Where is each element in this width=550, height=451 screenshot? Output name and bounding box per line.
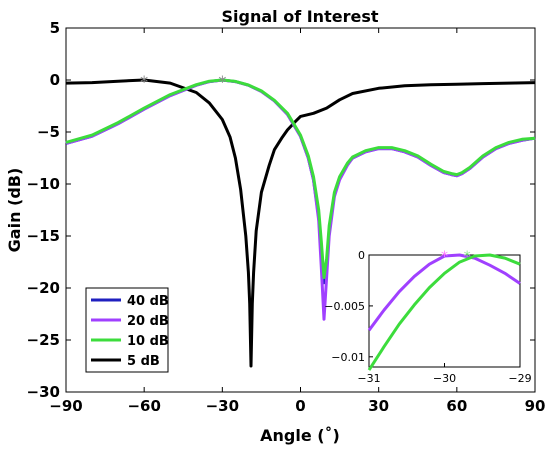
legend-box — [85, 287, 169, 373]
x-tick-label: 60 — [446, 397, 467, 415]
x-tick-label: −90 — [49, 397, 82, 415]
inset-x-tick-label: −29 — [508, 372, 531, 385]
y-tick-label: −30 — [27, 383, 60, 401]
chart-title: Signal of Interest — [222, 7, 379, 26]
y-tick-label: −20 — [27, 279, 60, 297]
legend-label: 40 dB — [127, 294, 169, 309]
y-tick-label: −10 — [27, 175, 60, 193]
series-line-5-db — [65, 78, 536, 368]
y-axis-label: Gain (dB) — [5, 168, 24, 253]
inset-line-10-db — [367, 253, 521, 371]
x-tick-label: −30 — [206, 397, 239, 415]
series-line-10-db — [65, 78, 536, 280]
inset-peak-marker: * — [441, 249, 448, 265]
inset-peak-marker: * — [464, 249, 471, 265]
y-tick-label: 0 — [50, 71, 60, 89]
x-axis-label: Angle (˚) — [260, 426, 340, 445]
legend: 40 dB 20 dB 10 dB 5 dB — [85, 287, 169, 373]
inset-x-tick-label: −31 — [357, 372, 380, 385]
peak-marker: * — [140, 72, 148, 91]
x-tick-label: −60 — [127, 397, 160, 415]
x-tick-label: 30 — [368, 397, 389, 415]
x-tick-label: 90 — [525, 397, 546, 415]
y-tick-label: 5 — [50, 19, 60, 37]
legend-label: 20 dB — [127, 314, 169, 329]
inset-line-20-db — [367, 253, 521, 332]
inset-y-tick-label: −0.005 — [324, 300, 365, 313]
y-tick-label: −25 — [27, 331, 60, 349]
peak-marker: * — [218, 72, 226, 91]
inset-x-tick-label: −30 — [433, 372, 456, 385]
legend-label: 10 dB — [127, 334, 169, 349]
y-tick-label: −15 — [27, 227, 60, 245]
inset-y-tick-label: 0 — [358, 249, 365, 262]
legend-label: 5 dB — [127, 354, 160, 369]
plot-area: * * −90 −60 −30 0 30 60 90 5 0 −5 −10 −15 −20 −25 −30 — [27, 19, 546, 415]
x-tick-label: 0 — [295, 397, 305, 415]
inset-chart: * * −31 −30 −29 0 −0.005 −0.01 — [324, 249, 531, 385]
y-tick-label: −5 — [37, 123, 60, 141]
inset-y-tick-label: −0.01 — [331, 351, 365, 364]
